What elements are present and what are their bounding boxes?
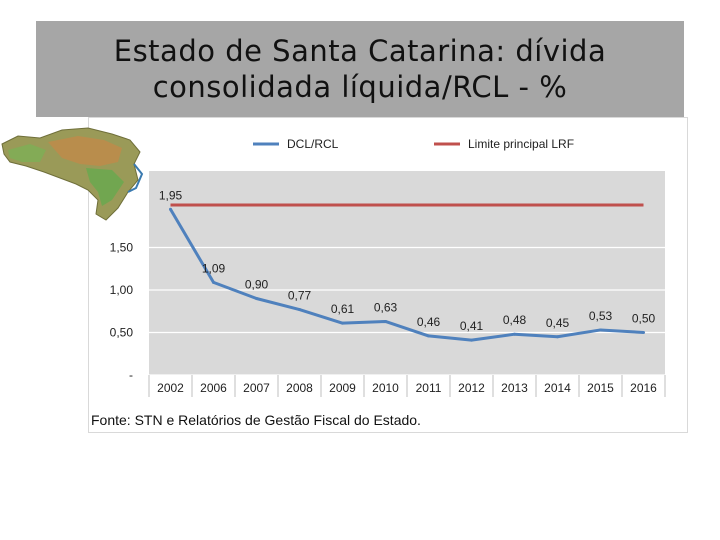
x-tick-label: 2015 <box>587 381 614 395</box>
data-label: 0,46 <box>417 315 441 329</box>
data-point <box>255 297 258 300</box>
x-tick-label: 2002 <box>157 381 184 395</box>
legend-label-limite-lrf: Limite principal LRF <box>468 137 574 151</box>
data-label: 0,50 <box>632 312 656 326</box>
data-point <box>384 319 387 323</box>
data-point <box>470 338 473 342</box>
legend-label-dcl-rcl: DCL/RCL <box>287 137 339 151</box>
data-point <box>556 335 559 339</box>
data-point <box>513 332 516 336</box>
title-line-1: Estado de Santa Catarina: dívida <box>113 34 607 68</box>
x-tick-label: 2011 <box>416 381 442 395</box>
x-tick-label: 2010 <box>372 381 399 395</box>
title-banner: Estado de Santa Catarina: dívida consoli… <box>36 21 684 117</box>
x-tick-label: 2008 <box>286 381 313 395</box>
data-label: 0,45 <box>546 316 570 330</box>
santa-catarina-map-image <box>1 127 144 221</box>
x-tick-label: 2016 <box>630 381 657 395</box>
data-label: 0,41 <box>460 319 484 333</box>
data-label: 1,09 <box>202 261 226 275</box>
x-tick-label: 2013 <box>501 381 528 395</box>
title-line-2: consolidada líquida/RCL - % <box>152 70 568 104</box>
data-label: 0,63 <box>374 300 398 314</box>
data-point <box>599 328 602 332</box>
data-point <box>298 308 301 312</box>
source-note: Fonte: STN e Relatórios de Gestão Fiscal… <box>91 412 421 428</box>
map-relief-valley <box>86 168 124 206</box>
x-tick-label: 2012 <box>458 381 485 395</box>
data-label: 0,61 <box>331 302 355 316</box>
y-tick-label: - <box>129 368 133 382</box>
data-label: 0,90 <box>245 278 269 292</box>
data-label: 0,53 <box>589 309 613 323</box>
map-relief-west <box>8 144 46 162</box>
map-coast <box>127 163 144 193</box>
plot-area <box>149 171 665 375</box>
x-tick-label: 2006 <box>200 381 227 395</box>
x-tick-label: 2009 <box>329 381 356 395</box>
y-tick-label: 1,50 <box>110 241 134 255</box>
y-tick-label: 0,50 <box>110 326 134 340</box>
data-point <box>212 280 215 284</box>
data-point <box>427 334 430 338</box>
data-point <box>169 207 172 211</box>
data-label: 0,77 <box>288 289 312 303</box>
map-relief-highlands <box>48 136 122 166</box>
line-chart: - 0,50 1,00 1,50 2002 2006 2007 2008 2009 2010 201… <box>110 137 666 397</box>
data-label: 1,95 <box>159 188 183 202</box>
series-line-dcl-rcl <box>169 208 644 342</box>
x-tick-label: 2014 <box>544 381 571 395</box>
y-tick-label: 1,00 <box>110 283 134 297</box>
data-point <box>341 321 344 325</box>
x-tick-label: 2007 <box>243 381 270 395</box>
data-label: 0,48 <box>503 313 527 327</box>
data-point <box>642 331 645 334</box>
